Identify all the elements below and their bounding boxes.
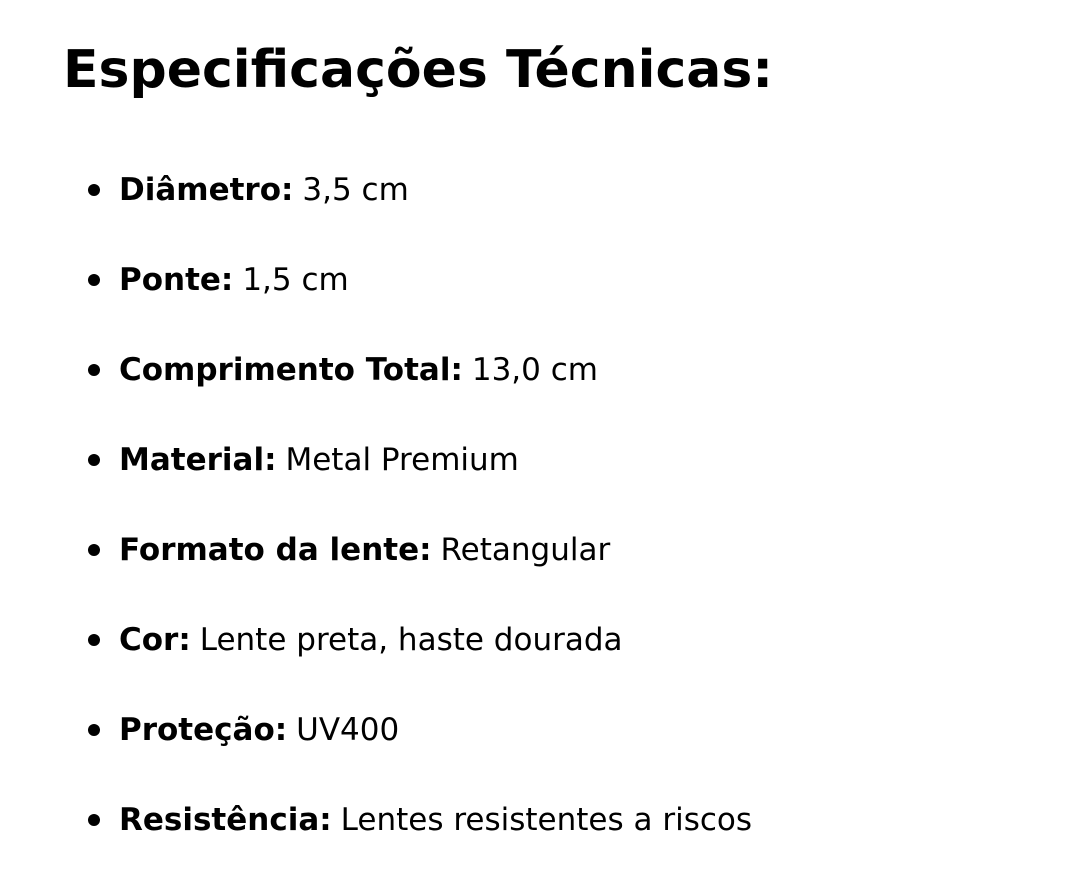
bullet-icon — [88, 454, 100, 466]
page-title: Especificações Técnicas: — [63, 40, 774, 100]
bullet-icon — [88, 814, 100, 826]
spec-value: Lentes resistentes a riscos — [340, 802, 753, 838]
spec-item: Material: Metal Premium — [88, 434, 752, 486]
spec-value: 3,5 cm — [302, 172, 409, 208]
spec-label: Comprimento Total: — [119, 352, 463, 388]
spec-value: 1,5 cm — [242, 262, 349, 298]
spec-label: Material: — [119, 442, 277, 478]
spec-item: Formato da lente: Retangular — [88, 524, 752, 576]
spec-item: Ponte: 1,5 cm — [88, 254, 752, 306]
spec-label: Cor: — [119, 622, 191, 658]
spec-label: Proteção: — [119, 712, 288, 748]
bullet-icon — [88, 544, 100, 556]
spec-item: Cor: Lente preta, haste dourada — [88, 614, 752, 666]
spec-item: Proteção: UV400 — [88, 704, 752, 756]
spec-item: Comprimento Total: 13,0 cm — [88, 344, 752, 396]
spec-label: Ponte: — [119, 262, 234, 298]
spec-value: Metal Premium — [285, 442, 519, 478]
spec-label: Diâmetro: — [119, 172, 294, 208]
spec-item: Diâmetro: 3,5 cm — [88, 164, 752, 216]
bullet-icon — [88, 184, 100, 196]
spec-value: UV400 — [296, 712, 400, 748]
spec-value: Lente preta, haste dourada — [199, 622, 623, 658]
bullet-icon — [88, 724, 100, 736]
bullet-icon — [88, 634, 100, 646]
spec-label: Resistência: — [119, 802, 332, 838]
spec-item: Resistência: Lentes resistentes a riscos — [88, 794, 752, 846]
spec-list: Diâmetro: 3,5 cm Ponte: 1,5 cm Comprimento… — [88, 164, 752, 884]
bullet-icon — [88, 364, 100, 376]
bullet-icon — [88, 274, 100, 286]
spec-value: 13,0 cm — [471, 352, 598, 388]
spec-value: Retangular — [440, 532, 611, 568]
spec-label: Formato da lente: — [119, 532, 432, 568]
